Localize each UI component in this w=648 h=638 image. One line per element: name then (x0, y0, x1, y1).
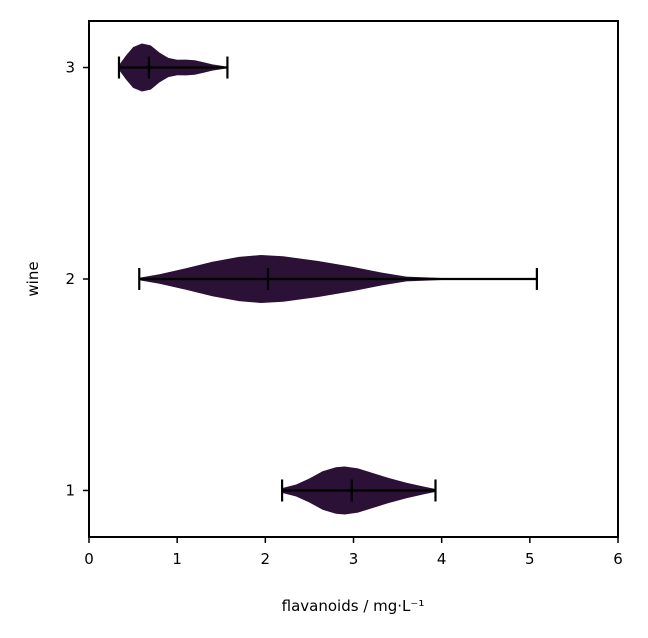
x-axis-label: flavanoids / mg·L⁻¹ (282, 597, 425, 615)
x-tick-label: 5 (525, 550, 535, 568)
y-tick-label: 2 (65, 270, 75, 288)
x-tick-label: 0 (84, 550, 94, 568)
y-axis-ticks: 1 2 3 (65, 59, 89, 499)
y-axis-label: wine (24, 261, 42, 296)
x-tick-label: 1 (172, 550, 182, 568)
y-tick-label: 1 (65, 481, 75, 499)
x-tick-label: 4 (437, 550, 447, 568)
whisker-layer (117, 56, 538, 502)
y-tick-label: 3 (65, 59, 75, 77)
x-tick-label: 6 (613, 550, 623, 568)
x-tick-label: 2 (261, 550, 271, 568)
x-tick-label: 3 (349, 550, 359, 568)
x-axis-ticks: 0 1 2 3 4 5 6 (84, 537, 623, 568)
